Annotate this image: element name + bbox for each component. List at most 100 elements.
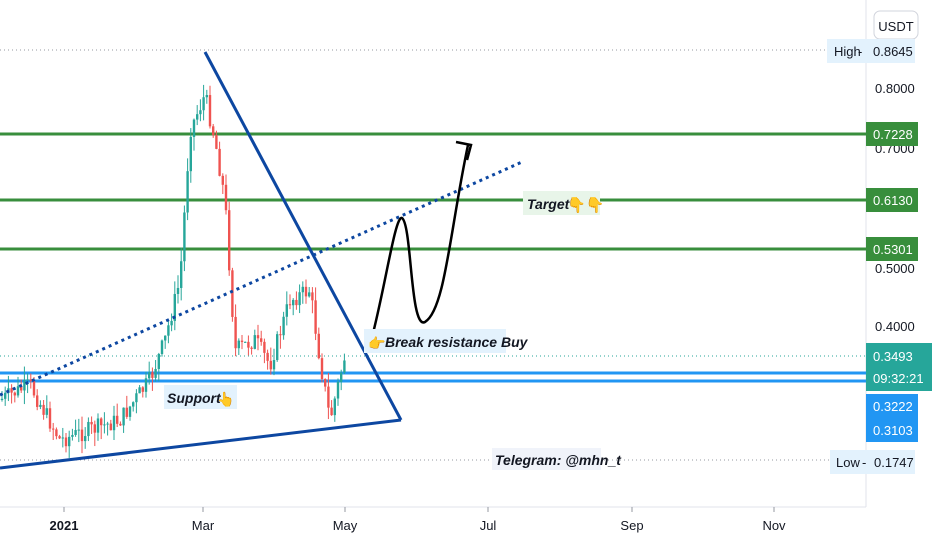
candle-body <box>224 184 228 211</box>
candle-body <box>55 429 58 437</box>
x-tick-label: Mar <box>192 518 215 533</box>
candle-body <box>176 287 180 294</box>
candle-body <box>48 408 52 429</box>
time-axis-ticks: 2021 Mar May Jul Sep Nov <box>50 507 786 533</box>
candle-body <box>285 304 288 317</box>
triangle-descending-line[interactable] <box>203 51 403 421</box>
candle-body <box>333 398 336 416</box>
level-tags: 0.7228 0.6130 0.5301 0.3222 0.3103 <box>866 122 918 442</box>
candle-body <box>13 392 16 396</box>
candle-body <box>32 380 36 396</box>
candle-body <box>292 299 295 306</box>
candle-body <box>263 341 266 353</box>
candle-body <box>36 395 39 407</box>
candle-body <box>295 299 298 306</box>
candle-body <box>205 95 208 98</box>
target-label-bg <box>523 191 600 215</box>
candle-body <box>170 320 173 326</box>
candle-body <box>320 358 324 379</box>
candle-body <box>80 429 84 442</box>
candle-body <box>45 408 48 415</box>
candle-body <box>77 429 80 431</box>
x-tick-label: Nov <box>762 518 786 533</box>
target-label: Target <box>527 196 571 212</box>
projected-path[interactable] <box>368 144 470 346</box>
candle-body <box>20 386 23 391</box>
level-tag-value: 0.7228 <box>873 127 913 142</box>
candle-body <box>0 398 4 400</box>
candle-body <box>215 135 218 149</box>
candle-body <box>186 171 189 213</box>
candle-body <box>202 97 205 111</box>
candle-body <box>93 424 96 433</box>
y-tick-label: 0.5000 <box>875 261 915 276</box>
x-tick-label: May <box>333 518 358 533</box>
level-tag-bg <box>866 394 918 418</box>
candle-body <box>304 286 308 297</box>
candle-body <box>148 372 151 379</box>
pointing-right-hand-icon: 👉 <box>368 335 386 351</box>
candle-body <box>132 402 135 407</box>
candle-body <box>314 300 317 334</box>
candle-body <box>301 286 304 293</box>
candle-body <box>167 325 170 336</box>
svg-text:High: High <box>834 44 861 59</box>
pointing-down-hand-icon: 👇👇 <box>567 196 604 214</box>
candle-body <box>330 407 333 416</box>
svg-text:Low: Low <box>836 455 860 470</box>
pointing-up-hand-icon: 👆 <box>217 391 234 408</box>
candle-body <box>260 338 263 342</box>
svg-text:USDT: USDT <box>878 19 913 34</box>
candle-body <box>96 418 100 433</box>
candle-body <box>52 428 55 430</box>
candle-body <box>231 270 234 317</box>
candle-body <box>71 434 74 437</box>
support-label: Support <box>167 390 222 406</box>
candle-body <box>100 418 103 426</box>
candle-body <box>23 379 26 391</box>
candle-body <box>116 415 119 424</box>
candle-body <box>106 423 109 425</box>
level-tag-bg <box>866 188 918 212</box>
candle-body <box>311 292 314 301</box>
candle-body <box>308 292 311 297</box>
candle-body <box>317 333 320 359</box>
candle-body <box>218 148 221 176</box>
break-label-bg <box>364 329 506 353</box>
candle-body <box>208 95 212 127</box>
support-label-bg <box>164 385 237 409</box>
candle-body <box>58 436 61 439</box>
dotted-trendline[interactable] <box>0 160 523 397</box>
candle-body <box>10 388 13 393</box>
x-tick-label: Jul <box>480 518 497 533</box>
candle-body <box>138 387 141 394</box>
currency-badge[interactable]: USDT <box>873 10 919 40</box>
candle-body <box>228 210 231 271</box>
candle-body <box>196 114 199 120</box>
candle-body <box>247 341 250 348</box>
triangle-base-line[interactable] <box>0 418 402 470</box>
candle-body <box>212 126 215 136</box>
candle-body <box>157 354 160 369</box>
candle-body <box>74 430 77 435</box>
candle-body <box>61 437 64 439</box>
candle-body <box>256 335 260 339</box>
break-resistance-label: Break resistance Buy <box>385 334 529 350</box>
candle-body <box>39 404 42 407</box>
candle-body <box>253 335 256 349</box>
candle-body <box>164 335 167 341</box>
candle-body <box>324 378 327 387</box>
svg-text:-: - <box>862 455 866 470</box>
candle-body <box>29 379 32 381</box>
candle-body <box>244 341 247 343</box>
candle-body <box>276 334 279 361</box>
candle-body <box>340 372 343 382</box>
candle-body <box>64 437 68 447</box>
svg-text:-: - <box>858 44 862 59</box>
candle-body <box>42 404 45 415</box>
level-tag-bg <box>866 237 918 261</box>
candle-body <box>103 424 106 426</box>
candle-body <box>173 293 176 321</box>
